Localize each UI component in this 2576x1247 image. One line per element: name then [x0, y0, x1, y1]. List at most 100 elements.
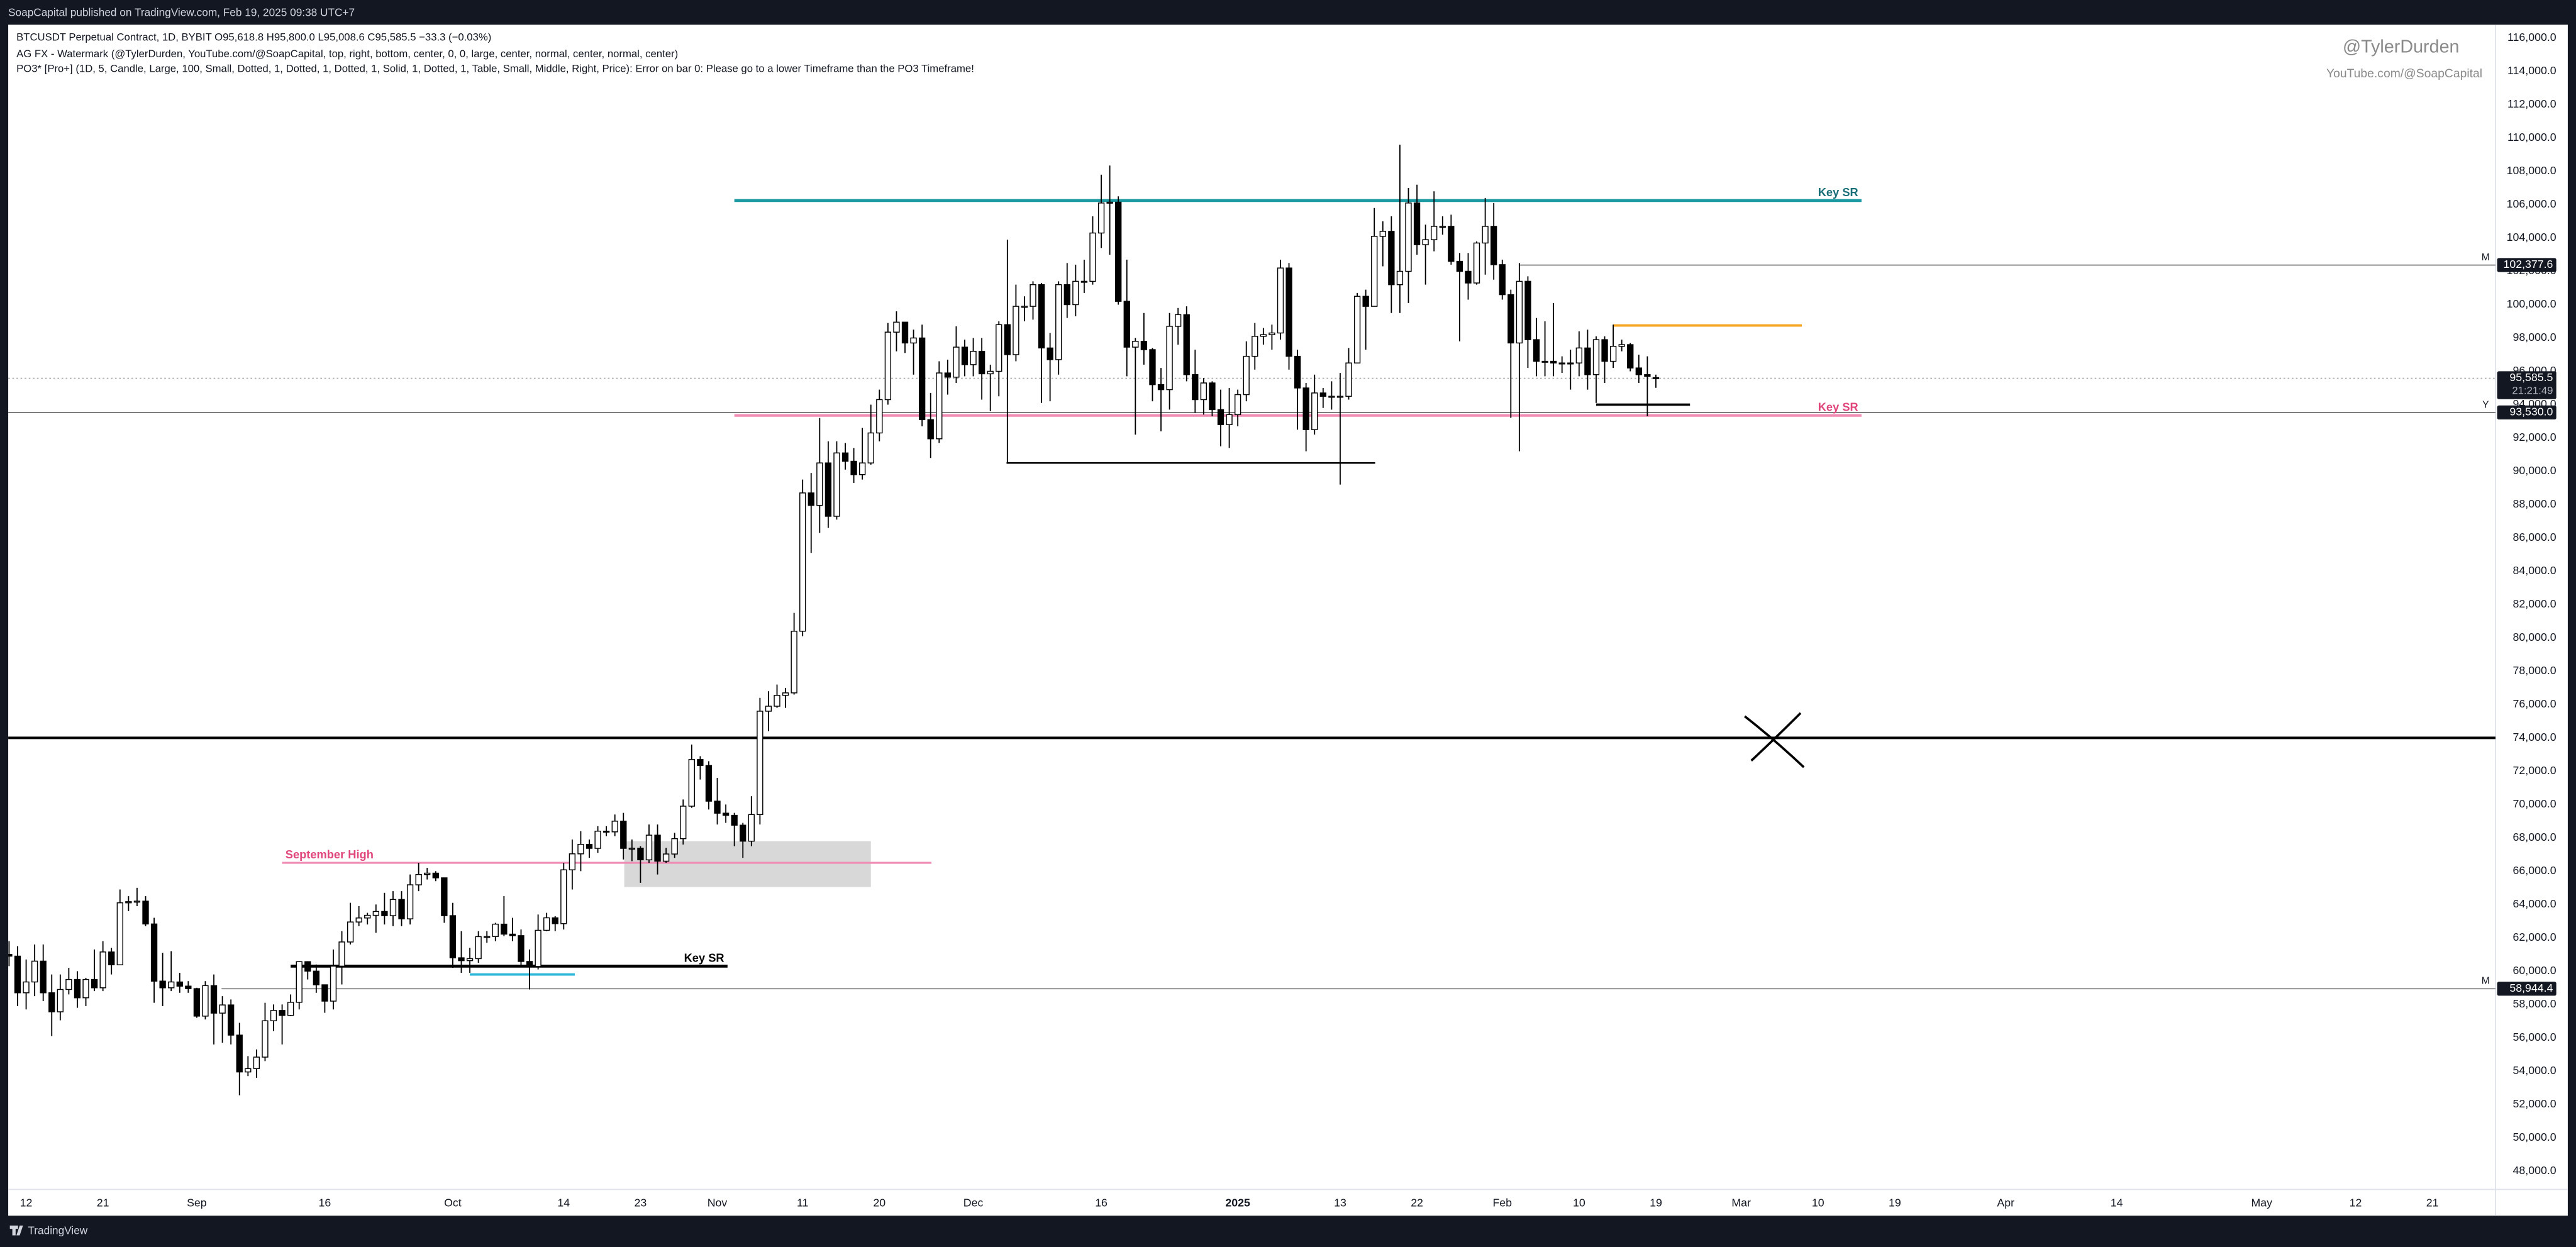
- candle-body: [577, 843, 584, 855]
- candle-body: [833, 452, 840, 517]
- brand: TradingView: [9, 1224, 88, 1237]
- candle-body: [1584, 347, 1591, 375]
- candle-body: [176, 981, 183, 987]
- cross-stroke: [1744, 715, 1805, 768]
- candle-body: [620, 821, 627, 849]
- y-tick-label: 86,000.0: [2513, 531, 2557, 543]
- x-tick-label: Apr: [1997, 1196, 2014, 1209]
- x-tick-label: 16: [319, 1196, 331, 1209]
- candle-body: [304, 961, 311, 972]
- candle-body: [1183, 314, 1190, 375]
- candle-body: [23, 981, 30, 994]
- candle-body: [1558, 362, 1565, 365]
- candle-body: [628, 848, 636, 850]
- candle-body: [193, 988, 201, 1017]
- x-tick-label: 12: [2350, 1196, 2362, 1209]
- candle-body: [996, 324, 1002, 372]
- candle-body: [1106, 201, 1113, 204]
- candle-body: [757, 711, 763, 815]
- price-label-box: [2497, 258, 2557, 272]
- price-label-box: [2497, 982, 2557, 996]
- x-tick-label: 20: [873, 1196, 886, 1209]
- x-tick-label: 21: [97, 1196, 109, 1209]
- candle-body: [740, 824, 747, 842]
- candle-body: [552, 917, 558, 924]
- candle-body: [372, 911, 379, 916]
- x-tick-label: 23: [635, 1196, 647, 1209]
- candle-body: [569, 853, 576, 870]
- candle-body: [748, 814, 755, 842]
- candle-body: [705, 765, 713, 802]
- watermark: YouTube.com/@SoapCapital: [2326, 67, 2482, 80]
- y-tick-label: 88,000.0: [2513, 497, 2557, 510]
- candle-body: [654, 834, 661, 862]
- published-note: SoapCapital published on TradingView.com…: [8, 6, 355, 19]
- candle-body: [1217, 409, 1224, 425]
- candle-body: [287, 1002, 294, 1016]
- price-tag: M: [2482, 252, 2490, 263]
- y-tick-label: 68,000.0: [2513, 831, 2557, 843]
- candle-body: [662, 853, 670, 862]
- candle-body: [1618, 344, 1625, 347]
- candle-body: [125, 901, 132, 904]
- candle-body: [296, 961, 303, 1003]
- candle-body: [1507, 294, 1514, 344]
- x-tick-label: 16: [1095, 1196, 1108, 1209]
- y-tick-label: 110,000.0: [2507, 131, 2557, 143]
- candle-body: [518, 935, 525, 962]
- candle-body: [637, 848, 644, 861]
- candle-body: [116, 902, 123, 965]
- brand-logo: [9, 1225, 23, 1236]
- chart-area: [8, 25, 2568, 1216]
- candle-body: [91, 978, 98, 989]
- y-tick-label: 54,000.0: [2513, 1064, 2557, 1077]
- candle-body: [1465, 270, 1472, 284]
- candle-body: [1601, 339, 1608, 362]
- candle-body: [1063, 284, 1070, 306]
- candle-body: [586, 843, 593, 849]
- candle-body: [1252, 336, 1258, 357]
- candle-body: [970, 350, 977, 365]
- candle-body: [501, 923, 508, 935]
- candle-body: [228, 1004, 235, 1036]
- candle-body: [40, 960, 47, 994]
- candle-body: [1157, 384, 1165, 391]
- candle-body: [389, 899, 397, 916]
- candle-body: [168, 981, 175, 989]
- candle-body: [449, 915, 457, 958]
- overlay: 48,000.0 50,000.0 52,000.0 54,000.0 56,000.0…: [20, 31, 2557, 1209]
- candle-body: [1413, 202, 1421, 245]
- plot: [8, 145, 2496, 1095]
- x-tick-label: May: [2251, 1196, 2272, 1209]
- candle-body: [466, 958, 474, 962]
- candle-body: [1439, 226, 1446, 228]
- candle-body: [1431, 226, 1438, 240]
- candle-body: [1319, 392, 1326, 397]
- candle-body: [611, 821, 618, 833]
- price-label: 93,530.0: [2509, 406, 2553, 418]
- candle-body: [133, 901, 141, 903]
- candle-body: [406, 884, 414, 919]
- candle-body: [347, 921, 354, 943]
- candle-body: [850, 460, 857, 475]
- level-label: Key SR: [684, 951, 724, 964]
- candle-body: [688, 759, 695, 807]
- legend-line: PO3* [Pro+] (1D, 5, Candle, Large, 100, …: [16, 62, 974, 74]
- x-tick-label: 13: [1334, 1196, 1346, 1209]
- candle-body: [1473, 242, 1480, 284]
- candle-body: [731, 814, 738, 826]
- x-tick-label: 19: [1889, 1196, 1901, 1209]
- candle-body: [1004, 324, 1011, 355]
- x-tick-label: 10: [1812, 1196, 1824, 1209]
- y-tick-label: 80,000.0: [2513, 631, 2557, 643]
- watermark: @TylerDurden: [2343, 37, 2460, 57]
- x-tick-label: 14: [2111, 1196, 2123, 1209]
- x-tick-label: 12: [20, 1196, 33, 1209]
- price-label: 102,377.6: [2503, 258, 2553, 270]
- candle-body: [1226, 414, 1233, 425]
- price-label: 58,944.4: [2509, 982, 2553, 994]
- candle-body: [1030, 284, 1036, 307]
- candle-body: [594, 831, 601, 849]
- candle-body: [1175, 314, 1182, 327]
- price-label: 95,585.5: [2509, 371, 2553, 384]
